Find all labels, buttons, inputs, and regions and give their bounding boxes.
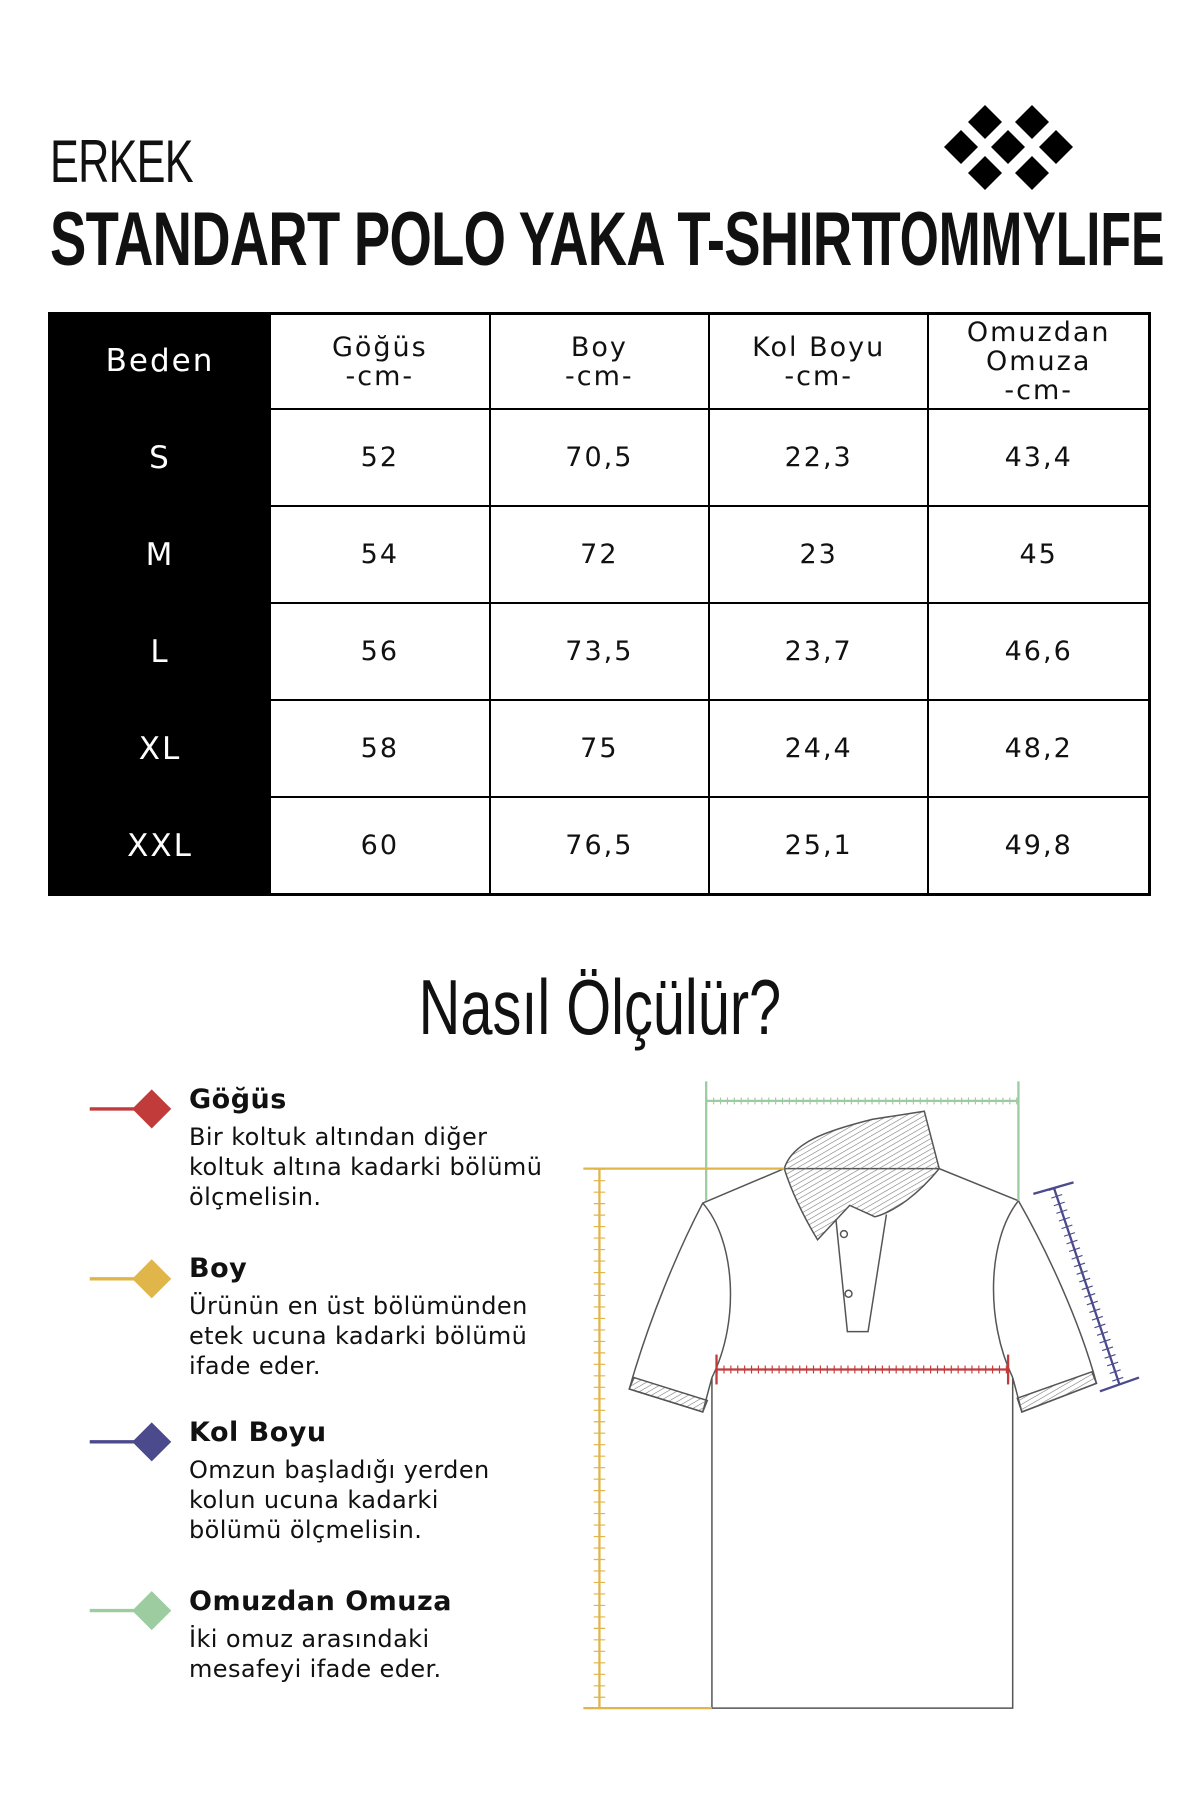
table-row: XXL 60 76,5 25,1 49,8: [48, 796, 1151, 896]
cell-kol-boyu: 23: [707, 505, 930, 604]
logo-diamond: [968, 105, 1002, 139]
brand-name: TOMMYLIFE: [870, 197, 1165, 282]
brand-logo-icon: [944, 105, 1073, 190]
header-beden: Beden: [48, 312, 271, 410]
polo-shirt-icon: [628, 1110, 1098, 1709]
logo-diamond: [1039, 130, 1073, 164]
header-unit: -cm-: [784, 360, 853, 392]
cell-omuzdan-omuza: 46,6: [927, 602, 1151, 701]
legend-item-gogus: Göğüs Bir koltuk altından diğer koltuk al…: [189, 1085, 569, 1212]
cell-omuzdan-omuza: 48,2: [927, 699, 1151, 798]
header-label: Göğüs: [331, 331, 428, 363]
table-row: XL 58 75 24,4 48,2: [48, 699, 1151, 798]
boy-marker-icon: [89, 1259, 172, 1299]
header-unit: -cm-: [345, 360, 415, 392]
omuzdan-omuza-measure: [705, 1081, 1020, 1201]
cell-gogus: 54: [268, 505, 491, 604]
cell-kol-boyu: 22,3: [707, 408, 930, 507]
logo-diamond: [991, 130, 1025, 164]
header-unit: -cm-: [1004, 375, 1073, 406]
cell-boy: 75: [488, 699, 710, 798]
legend-title: Kol Boyu: [189, 1417, 327, 1448]
header-unit: -cm-: [565, 360, 634, 392]
cell-kol-boyu: 24,4: [707, 699, 930, 798]
boy-measure: [583, 1167, 785, 1710]
kol-boyu-marker-icon: [89, 1422, 172, 1462]
legend-description: Bir koltuk altından diğer koltuk altına k…: [189, 1123, 543, 1211]
legend-item-boy: Boy Ürünün en üst bölümünden etek ucuna k…: [189, 1254, 569, 1381]
how-to-measure-title-text: Nasıl Ölçülür?: [418, 963, 782, 1051]
header-kol-boyu: Kol Boyu -cm-: [707, 312, 930, 410]
cell-boy: 76,5: [488, 796, 710, 896]
table-row: L 56 73,5 23,7 46,6: [48, 602, 1151, 701]
legend-item-kol-boyu: Kol Boyu Omzun başladığı yerden kolun ucu…: [189, 1418, 569, 1545]
header-omuzdan-omuza: Omuzdan Omuza -cm-: [927, 312, 1151, 410]
logo-diamond: [944, 130, 978, 164]
header-label: Kol Boyu: [752, 331, 886, 363]
legend-description: Omzun başladığı yerden kolun ucuna kadark…: [189, 1456, 490, 1544]
legend-item-omuzdan-omuza: Omuzdan Omuza İki omuz arasındaki mesafey…: [189, 1587, 569, 1684]
cell-omuzdan-omuza: 49,8: [927, 796, 1151, 896]
cell-size: XXL: [48, 796, 271, 896]
header-label: Omuza: [985, 346, 1092, 377]
cell-kol-boyu: 25,1: [707, 796, 930, 896]
legend-title: Boy: [189, 1253, 248, 1284]
cell-gogus: 56: [268, 602, 491, 701]
cell-size: L: [48, 602, 271, 701]
cell-size: XL: [48, 699, 271, 798]
cell-omuzdan-omuza: 43,4: [927, 408, 1151, 507]
table-row: M 54 72 23 45: [48, 505, 1151, 604]
legend-markers: [89, 1089, 172, 1631]
logo-diamond: [1015, 105, 1049, 139]
cell-size: M: [48, 505, 271, 604]
logo-diamond: [968, 156, 1002, 190]
cell-boy: 72: [488, 505, 710, 604]
omuzdan-omuza-marker-icon: [89, 1591, 172, 1631]
cell-size: S: [48, 408, 271, 507]
gogus-measure: [715, 1354, 1010, 1385]
cell-gogus: 58: [268, 699, 491, 798]
gogus-marker-icon: [89, 1089, 172, 1129]
legend-description: Ürünün en üst bölümünden etek ucuna kadar…: [189, 1292, 528, 1380]
category-label: ERKEK: [50, 128, 194, 195]
kol-boyu-measure: [1033, 1181, 1140, 1393]
header-label: Beden: [105, 343, 215, 379]
header-label: Omuzdan: [966, 317, 1111, 348]
cell-omuzdan-omuza: 45: [927, 505, 1151, 604]
header-label: Boy: [570, 331, 628, 363]
legend-description: İki omuz arasındaki mesafeyi ifade eder.: [189, 1625, 442, 1683]
legend-title: Göğüs: [189, 1084, 287, 1115]
cell-boy: 70,5: [488, 408, 710, 507]
header-boy: Boy -cm-: [488, 312, 710, 410]
table-header-row: Beden Göğüs -cm- Boy -cm- Kol Boyu -cm- Omu…: [48, 312, 1151, 410]
size-table: Beden Göğüs -cm- Boy -cm- Kol Boyu -cm- Omu…: [48, 312, 1151, 896]
legend-title: Omuzdan Omuza: [189, 1586, 452, 1617]
cell-boy: 73,5: [488, 602, 710, 701]
cell-kol-boyu: 23,7: [707, 602, 930, 701]
cell-gogus: 60: [268, 796, 491, 896]
header-gogus: Göğüs -cm-: [268, 312, 491, 410]
how-to-measure-title: Nasıl Ölçülür?: [0, 962, 1200, 1053]
product-title: STANDART POLO YAKA T-SHIRT: [50, 197, 885, 282]
logo-diamond: [1015, 156, 1049, 190]
table-row: S 52 70,5 22,3 43,4: [48, 408, 1151, 507]
cell-gogus: 52: [268, 408, 491, 507]
